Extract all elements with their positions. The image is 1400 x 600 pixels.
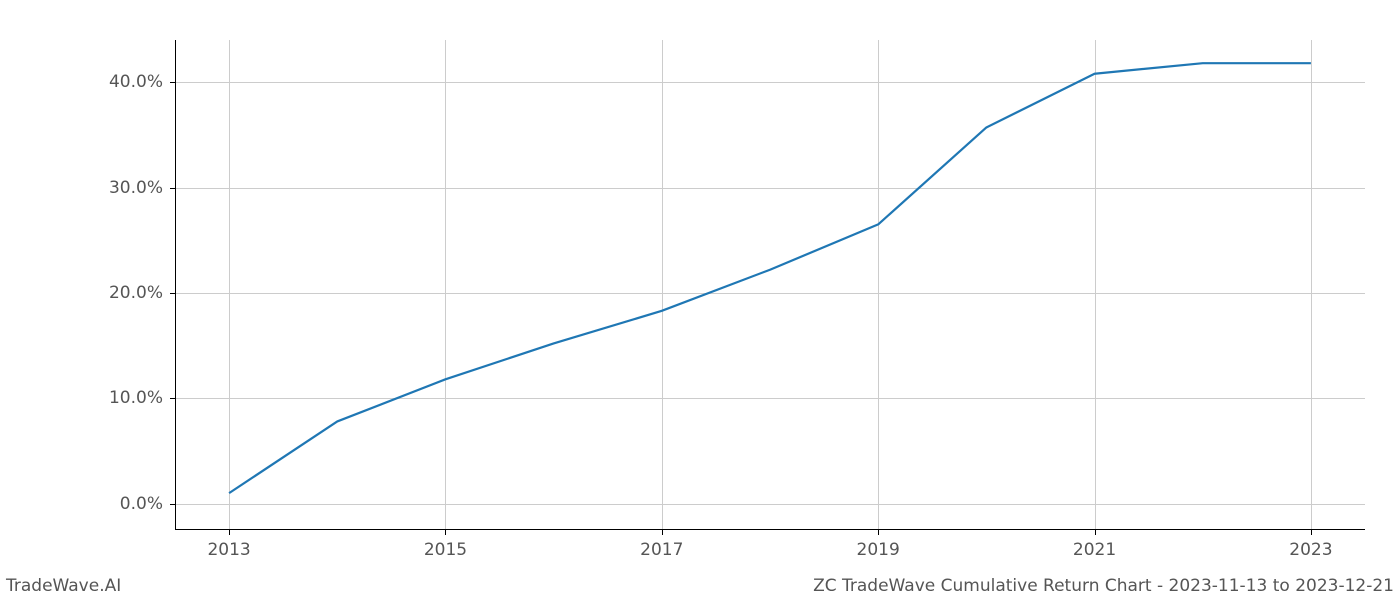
chart-container: 2013 2015 2017 2019 2021 2023 0.0% 10.0% 20.0% 30… bbox=[0, 0, 1400, 600]
line-series-layer bbox=[175, 40, 1365, 530]
x-tick bbox=[445, 530, 446, 535]
footer-caption: ZC TradeWave Cumulative Return Chart - 2… bbox=[813, 576, 1394, 596]
x-tick bbox=[1095, 530, 1096, 535]
x-tick bbox=[878, 530, 879, 535]
y-tick-label: 30.0% bbox=[109, 178, 163, 198]
footer-brand: TradeWave.AI bbox=[6, 576, 121, 596]
x-tick-label: 2013 bbox=[207, 540, 250, 560]
x-tick-label: 2023 bbox=[1289, 540, 1332, 560]
x-tick-label: 2017 bbox=[640, 540, 683, 560]
x-tick bbox=[1311, 530, 1312, 535]
x-tick-label: 2015 bbox=[424, 540, 467, 560]
y-tick-label: 10.0% bbox=[109, 388, 163, 408]
x-tick bbox=[662, 530, 663, 535]
cumulative-return-line bbox=[229, 63, 1311, 493]
x-tick-label: 2021 bbox=[1073, 540, 1116, 560]
x-tick-label: 2019 bbox=[857, 540, 900, 560]
plot-area: 2013201520172019202120230.0%10.0%20.0%30… bbox=[175, 40, 1365, 530]
y-tick-label: 20.0% bbox=[109, 283, 163, 303]
y-tick-label: 0.0% bbox=[120, 494, 163, 514]
x-tick bbox=[229, 530, 230, 535]
y-tick-label: 40.0% bbox=[109, 72, 163, 92]
